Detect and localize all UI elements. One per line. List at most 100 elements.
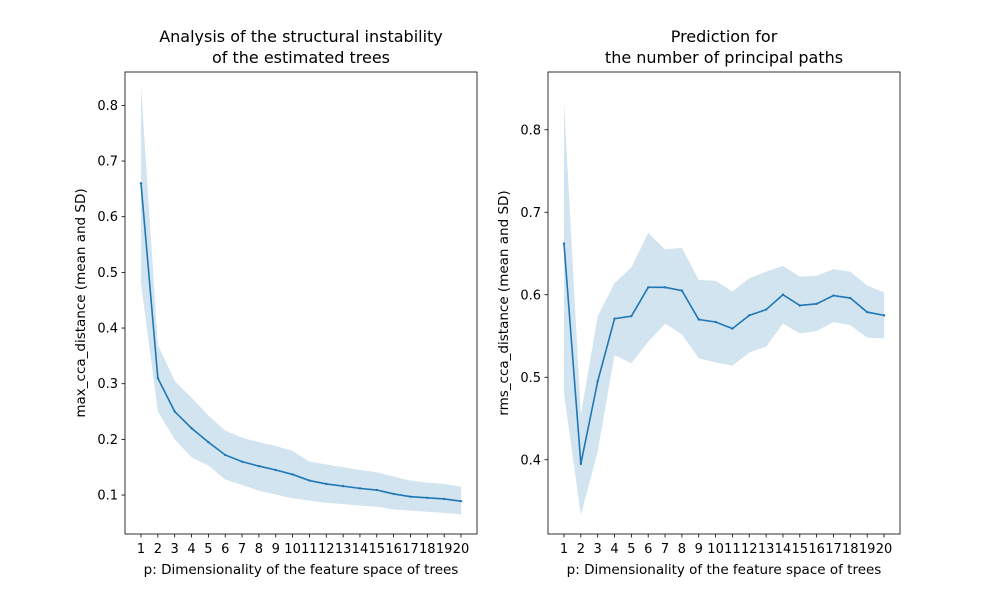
mean-point xyxy=(680,289,684,292)
mean-point xyxy=(714,320,717,324)
mean-point xyxy=(832,294,835,297)
mean-point xyxy=(173,410,176,413)
y-tick-label: 0.5 xyxy=(520,371,541,386)
mean-point xyxy=(308,479,311,482)
mean-line xyxy=(140,183,462,502)
mean-point xyxy=(442,497,446,501)
mean-point xyxy=(562,242,566,245)
x-tick-label: 2 xyxy=(154,542,162,557)
y-tick-label: 0.6 xyxy=(520,288,541,303)
chart-title-line: Prediction for xyxy=(671,27,778,46)
x-tick-label: 17 xyxy=(825,542,842,557)
y-tick-label: 0.4 xyxy=(97,322,118,337)
mean-point xyxy=(647,286,650,289)
mean-point xyxy=(764,308,768,311)
x-tick-label: 20 xyxy=(876,542,893,557)
right-chart-panel: 1 2 3 4 5 6 7 8 9 10 11 12 13 14 15 16 17 18 19 200.40.50.6… xyxy=(496,27,901,578)
mean-point xyxy=(731,327,734,330)
sd-band xyxy=(141,85,461,515)
x-tick-label: 5 xyxy=(204,542,212,557)
x-tick-label: 8 xyxy=(255,542,263,557)
mean-point xyxy=(815,302,818,306)
x-tick-label: 14 xyxy=(775,542,792,557)
y-tick-label: 0.7 xyxy=(520,206,541,221)
mean-point xyxy=(207,440,210,444)
mean-point xyxy=(663,286,667,289)
mean-point xyxy=(697,318,700,321)
mean-point xyxy=(156,376,160,380)
y-tick-label: 0.1 xyxy=(97,489,118,504)
mean-point xyxy=(798,304,801,307)
x-tick-label: 5 xyxy=(627,542,635,557)
y-tick-label: 0.7 xyxy=(97,155,118,170)
x-tick-label: 2 xyxy=(577,542,585,557)
chart-title-line: the number of principal paths xyxy=(605,48,843,67)
x-tick-label: 13 xyxy=(758,542,775,557)
mean-point xyxy=(781,293,785,296)
chart-title-line: Analysis of the structural instability xyxy=(159,27,443,46)
mean-point xyxy=(426,496,429,500)
mean-point xyxy=(325,482,328,486)
x-tick-label: 9 xyxy=(695,542,703,557)
x-tick-label: 16 xyxy=(385,542,402,557)
mean-point xyxy=(459,499,463,503)
mean-point xyxy=(596,380,599,383)
x-tick-label: 1 xyxy=(560,542,568,557)
x-tick-label: 19 xyxy=(859,542,876,557)
mean-point xyxy=(375,488,378,492)
x-tick-label: 1 xyxy=(137,542,145,557)
x-tick-label: 15 xyxy=(792,542,809,557)
x-tick-label: 18 xyxy=(842,542,859,557)
x-tick-label: 3 xyxy=(171,542,179,557)
sd-band xyxy=(564,102,884,516)
x-tick-label: 8 xyxy=(678,542,686,557)
x-tick-label: 11 xyxy=(724,542,741,557)
mean-point xyxy=(291,473,294,476)
chart-title-line: of the estimated trees xyxy=(212,48,390,67)
mean-point xyxy=(613,317,616,320)
x-tick-label: 19 xyxy=(436,542,453,557)
mean-point xyxy=(224,453,227,457)
mean-point xyxy=(190,427,193,430)
mean-point xyxy=(630,315,633,318)
x-tick-label: 20 xyxy=(453,542,470,557)
x-tick-label: 7 xyxy=(661,542,669,557)
x-tick-label: 14 xyxy=(352,542,369,557)
x-tick-label: 7 xyxy=(238,542,246,557)
mean-point xyxy=(240,460,244,463)
y-tick-label: 0.5 xyxy=(97,266,118,281)
x-tick-label: 4 xyxy=(610,542,618,557)
x-tick-label: 3 xyxy=(594,542,602,557)
mean-point xyxy=(358,487,362,490)
x-axis-label: p: Dimensionality of the feature space o… xyxy=(144,562,459,578)
y-tick-label: 0.6 xyxy=(97,210,118,225)
x-tick-label: 13 xyxy=(335,542,352,557)
mean-point xyxy=(409,495,412,498)
left-chart-panel: 1 2 3 4 5 6 7 8 9 10 11 12 13 14 15 16 17 18 19 200.10.20.3… xyxy=(73,27,478,578)
x-tick-label: 15 xyxy=(369,542,386,557)
x-tick-label: 4 xyxy=(187,542,195,557)
x-tick-label: 6 xyxy=(221,542,229,557)
mean-point xyxy=(882,314,886,317)
y-tick-label: 0.2 xyxy=(97,433,118,448)
x-tick-label: 18 xyxy=(419,542,436,557)
mean-line xyxy=(563,243,885,465)
y-tick-label: 0.3 xyxy=(97,377,118,392)
mean-point xyxy=(392,492,395,496)
y-tick-label: 0.4 xyxy=(520,453,541,468)
mean-point xyxy=(139,182,143,185)
axes-frame xyxy=(124,71,478,535)
x-tick-label: 6 xyxy=(644,542,652,557)
x-tick-label: 17 xyxy=(402,542,419,557)
y-axis-label: max_cca_distance (mean and SD) xyxy=(73,188,89,417)
mean-point xyxy=(865,310,869,314)
x-tick-label: 12 xyxy=(318,542,335,557)
mean-point xyxy=(257,464,261,468)
x-tick-label: 9 xyxy=(272,542,280,557)
x-tick-label: 10 xyxy=(707,542,724,557)
x-tick-label: 16 xyxy=(808,542,825,557)
x-tick-label: 11 xyxy=(301,542,318,557)
x-axis-label: p: Dimensionality of the feature space o… xyxy=(567,562,882,578)
x-tick-label: 12 xyxy=(741,542,758,557)
